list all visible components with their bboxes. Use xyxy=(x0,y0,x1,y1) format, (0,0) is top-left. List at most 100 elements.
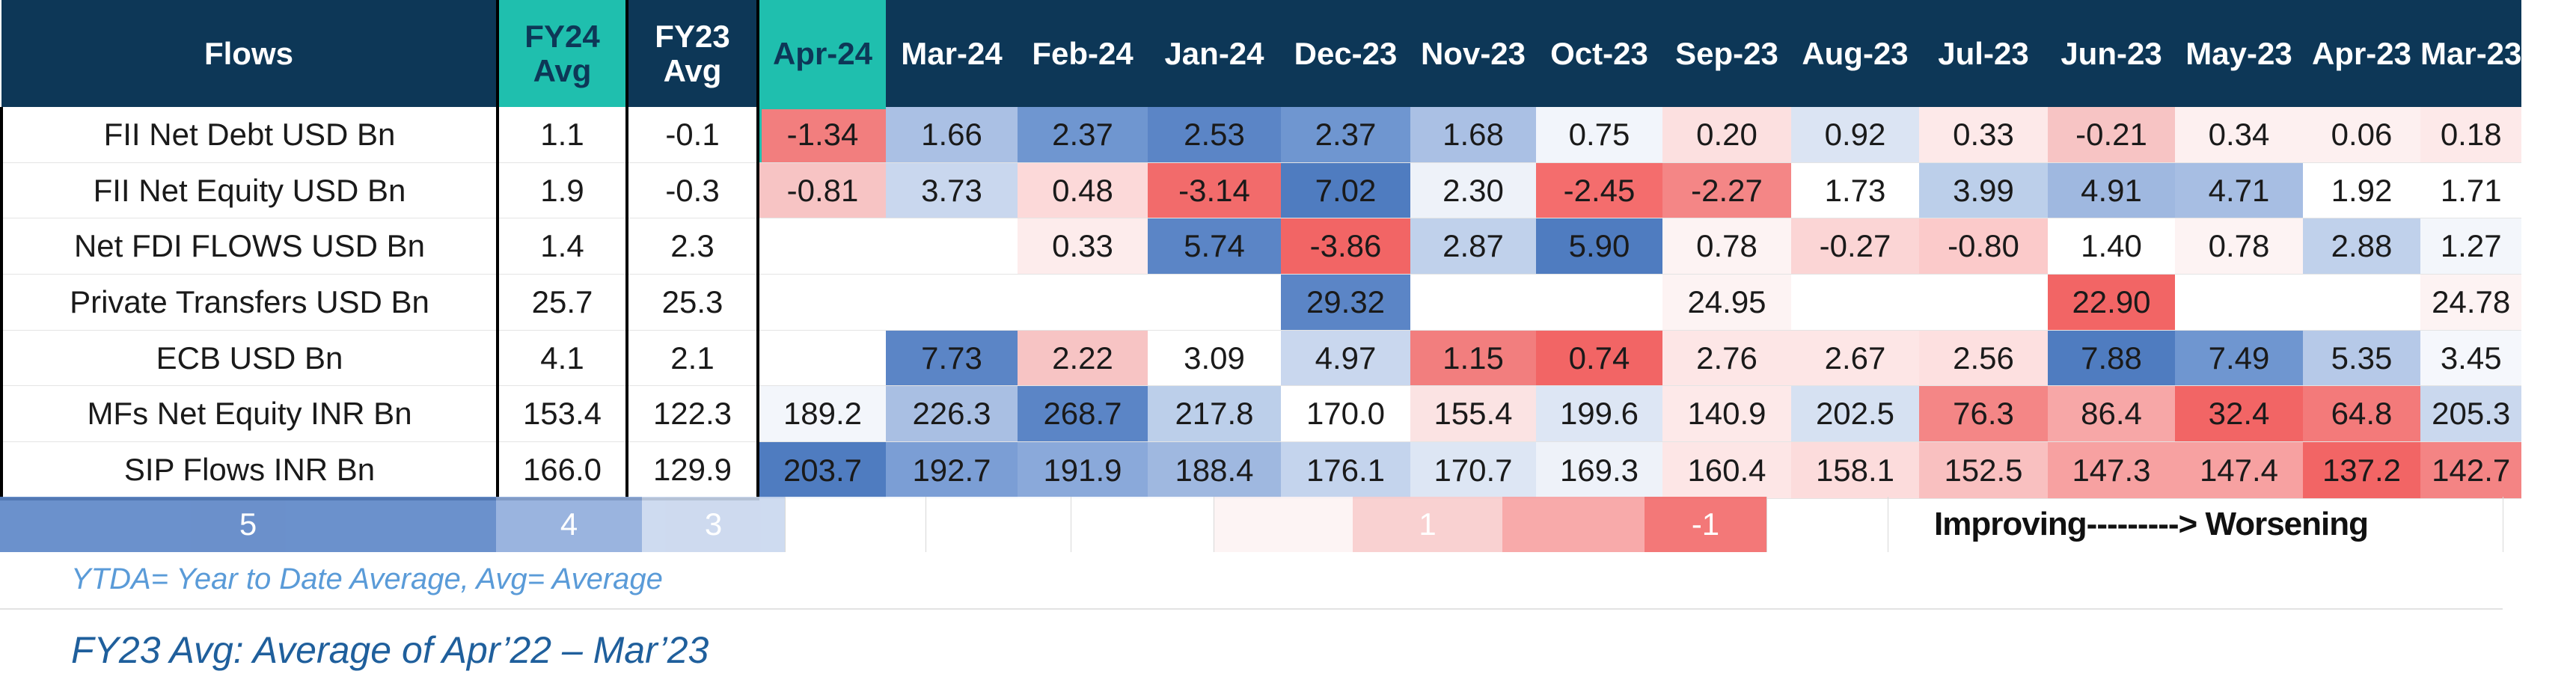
header-month: Jun-23 xyxy=(2048,0,2175,107)
month-value-cell: 169.3 xyxy=(1536,441,1662,500)
legend-tick xyxy=(1766,497,1767,552)
month-value-cell: -0.21 xyxy=(2048,107,2175,163)
header-fy23-avg-label: Avg xyxy=(663,52,722,88)
month-value-cell xyxy=(758,218,886,275)
month-value-cell: -1.34 xyxy=(758,107,886,163)
month-value-cell: 5.90 xyxy=(1536,218,1662,275)
month-value-cell: 155.4 xyxy=(1410,385,1536,443)
month-value-cell: 226.3 xyxy=(886,385,1018,443)
month-value-cell: 2.56 xyxy=(1919,330,2048,387)
fy23-avg-cell: 2.1 xyxy=(627,330,759,387)
month-value-cell: 86.4 xyxy=(2048,385,2175,443)
month-value-cell: 199.6 xyxy=(1536,385,1662,443)
header-fy24-avg: FY24 Avg xyxy=(498,0,628,107)
table-row: Private Transfers USD Bn 25.7 25.3 29.32 24.… xyxy=(0,274,2522,331)
month-value-cell: 7.02 xyxy=(1281,162,1410,219)
fy23-avg-cell: 2.3 xyxy=(627,218,759,275)
month-value-cell: 7.73 xyxy=(886,330,1018,387)
month-value-cell: 4.71 xyxy=(2175,162,2303,219)
legend-segment: 4 xyxy=(496,497,642,552)
header-month: Feb-24 xyxy=(1018,0,1148,107)
month-value-cell: 202.5 xyxy=(1791,385,1919,443)
ytda-note: YTDA= Year to Date Average, Avg= Average xyxy=(71,563,663,595)
header-month: Nov-23 xyxy=(1410,0,1536,107)
month-value-cell: 24.78 xyxy=(2420,274,2522,331)
month-value-cell: -2.27 xyxy=(1662,162,1791,219)
month-value-cell: 1.15 xyxy=(1410,330,1536,387)
fy24-avg-cell: 1.1 xyxy=(498,107,628,163)
month-value-cell: 0.18 xyxy=(2420,107,2522,163)
month-value-cell xyxy=(1410,274,1536,331)
month-value-cell: 188.4 xyxy=(1148,441,1281,500)
fy24-avg-cell: 1.9 xyxy=(498,162,628,219)
month-value-cell: 7.49 xyxy=(2175,330,2303,387)
table-row: Net FDI FLOWS USD Bn 1.4 2.3 0.33 5.74 -3.86 2… xyxy=(0,218,2522,275)
month-value-cell: 191.9 xyxy=(1018,441,1148,500)
month-value-cell: 0.20 xyxy=(1662,107,1791,163)
header-fy24-year: FY24 xyxy=(524,18,600,54)
month-value-cell xyxy=(1148,274,1281,331)
divider xyxy=(0,608,2503,610)
month-value-cell: 2.76 xyxy=(1662,330,1791,387)
month-value-cell: 158.1 xyxy=(1791,441,1919,500)
month-value-cell: 1.66 xyxy=(886,107,1018,163)
month-value-cell: -0.80 xyxy=(1919,218,2048,275)
month-value-cell: 147.4 xyxy=(2175,441,2303,500)
month-value-cell: 268.7 xyxy=(1018,385,1148,443)
month-value-cell: 29.32 xyxy=(1281,274,1410,331)
month-value-cell: 24.95 xyxy=(1662,274,1791,331)
table-row: FII Net Equity USD Bn 1.9 -0.3 -0.81 3.73 0.4… xyxy=(0,162,2522,219)
month-value-cell: 1.27 xyxy=(2420,218,2522,275)
month-value-cell: 64.8 xyxy=(2303,385,2420,443)
header-month: Jul-23 xyxy=(1919,0,2048,107)
month-value-cell: -3.86 xyxy=(1281,218,1410,275)
header-month: Jan-24 xyxy=(1148,0,1281,107)
legend-segment: 5 xyxy=(0,497,496,552)
table-body: FII Net Debt USD Bn 1.1 -0.1 -1.34 1.66 2.37 2… xyxy=(0,107,2522,500)
header-month: Apr-24 xyxy=(758,0,886,107)
month-value-cell: 4.91 xyxy=(2048,162,2175,219)
month-value-cell: 217.8 xyxy=(1148,385,1281,443)
fy23-avg-cell: 25.3 xyxy=(627,274,759,331)
month-value-cell: 176.1 xyxy=(1281,441,1410,500)
month-value-cell: 1.92 xyxy=(2303,162,2420,219)
month-value-cell: 76.3 xyxy=(1919,385,2048,443)
month-value-cell: 5.74 xyxy=(1148,218,1281,275)
month-value-cell xyxy=(2303,274,2420,331)
header-flows: Flows xyxy=(1,0,499,107)
header-fy23-avg: FY23 Avg xyxy=(627,0,759,107)
month-value-cell: 3.73 xyxy=(886,162,1018,219)
row-label: Net FDI FLOWS USD Bn xyxy=(0,218,499,275)
month-value-cell: 3.45 xyxy=(2420,330,2522,387)
month-value-cell: 2.37 xyxy=(1281,107,1410,163)
month-value-cell: -3.14 xyxy=(1148,162,1281,219)
table-row: ECB USD Bn 4.1 2.1 7.73 2.22 3.09 4.97 1.15 0.74… xyxy=(0,330,2522,387)
month-value-cell: 160.4 xyxy=(1662,441,1791,500)
month-value-cell: 0.78 xyxy=(1662,218,1791,275)
month-value-cell: 1.40 xyxy=(2048,218,2175,275)
month-value-cell: 0.33 xyxy=(1919,107,2048,163)
legend-segment: -1 xyxy=(1645,497,1766,552)
row-label: Private Transfers USD Bn xyxy=(0,274,499,331)
month-value-cell: 22.90 xyxy=(2048,274,2175,331)
month-value-cell: 140.9 xyxy=(1662,385,1791,443)
color-scale-legend: 5 4 3 1 -1 Improving---------> Worsening xyxy=(0,497,2576,552)
month-value-cell: 0.33 xyxy=(1018,218,1148,275)
row-label: MFs Net Equity INR Bn xyxy=(0,385,499,443)
month-value-cell xyxy=(1536,274,1662,331)
month-value-cell: 0.92 xyxy=(1791,107,1919,163)
fy23-avg-cell: -0.3 xyxy=(627,162,759,219)
month-value-cell: 189.2 xyxy=(758,385,886,443)
month-value-cell: 3.99 xyxy=(1919,162,2048,219)
month-value-cell: -2.45 xyxy=(1536,162,1662,219)
header-month: Mar-23 xyxy=(2420,0,2522,107)
month-value-cell xyxy=(2175,274,2303,331)
table-header-row: Flows FY24 Avg FY23 Avg Apr-24 Mar-24 Fe… xyxy=(1,0,2522,107)
table-row: SIP Flows INR Bn 166.0 129.9 203.7 192.7 191.… xyxy=(0,441,2522,500)
month-value-cell xyxy=(1018,274,1148,331)
month-value-cell: 1.73 xyxy=(1791,162,1919,219)
month-value-cell: 0.78 xyxy=(2175,218,2303,275)
month-value-cell: 152.5 xyxy=(1919,441,2048,500)
fy24-avg-cell: 4.1 xyxy=(498,330,628,387)
month-value-cell xyxy=(1791,274,1919,331)
